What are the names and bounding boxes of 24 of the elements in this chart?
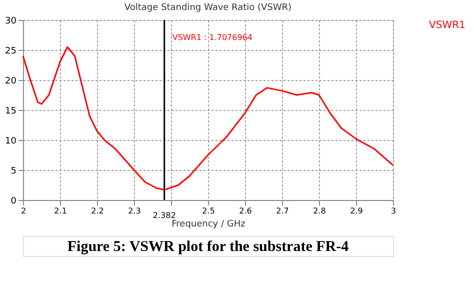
x-tick-label: 2.5 [202, 206, 215, 216]
x-tick-label: 2.1 [54, 206, 67, 216]
x-tick-label: 2.2 [91, 206, 104, 216]
y-tick-label: 10 [5, 136, 17, 146]
y-tick-label: 20 [5, 76, 17, 86]
y-tick-label: 30 [5, 16, 17, 26]
x-tick-label: 2.9 [350, 206, 363, 216]
text: VSWR1 [429, 20, 466, 31]
x-tick-label: 2.7 [276, 206, 289, 216]
y-tick-label: 0 [10, 196, 17, 206]
x-tick-label: 3 [390, 206, 396, 216]
annotation: VSWR1 : 1.7076964 [172, 33, 252, 42]
x-axis-title: Frequency / GHz [172, 220, 246, 230]
line-series [22, 46, 394, 191]
x-tick-label: 2.8 [313, 206, 326, 216]
y-tick-label: 15 [5, 106, 16, 116]
ref-line-label: 2.382 [152, 211, 176, 220]
chart-title: Voltage Standing Wave Ratio (VSWR) [124, 3, 292, 13]
x-tick-label: 2.3 [128, 206, 141, 216]
caption: Figure 5: VSWR plot for the substrate FR-4 [67, 239, 350, 255]
y-tick-label: 5 [10, 166, 16, 176]
y-tick-label: 25 [5, 46, 16, 56]
x-tick-label: 2.6 [239, 206, 252, 216]
x-tick-label: 2 [20, 206, 26, 216]
